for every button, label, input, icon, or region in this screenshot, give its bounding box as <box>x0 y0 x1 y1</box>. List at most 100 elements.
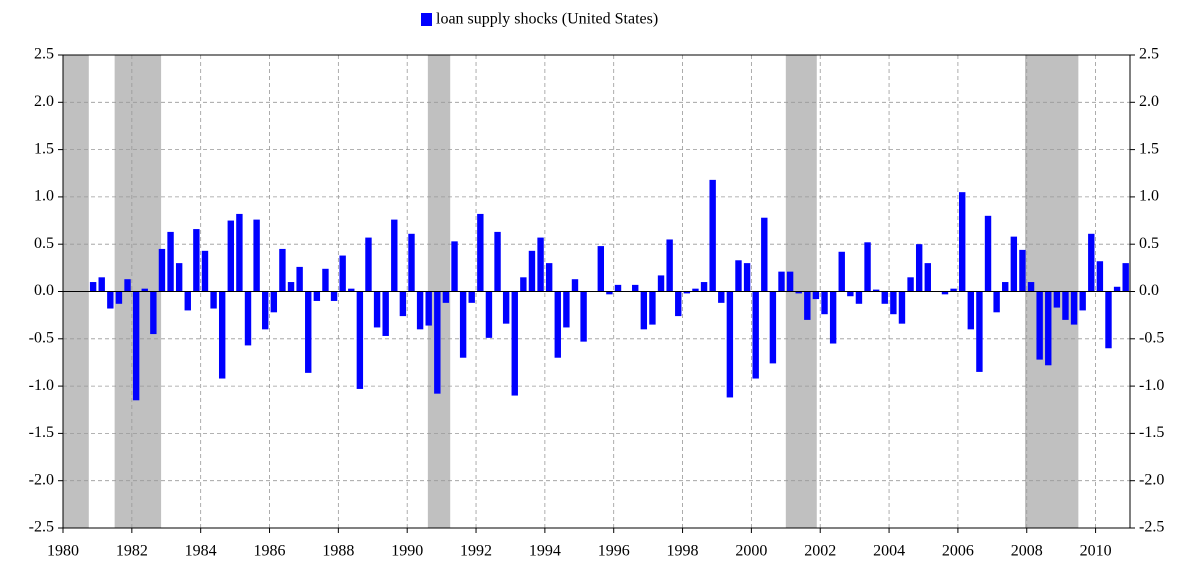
bar <box>950 288 957 292</box>
x-tick-label: 2006 <box>942 543 974 560</box>
bar <box>193 229 200 292</box>
y-tick-label: -1.5 <box>29 424 54 441</box>
bar <box>795 291 802 294</box>
bar <box>468 291 475 303</box>
x-tick-label: 1994 <box>529 543 561 560</box>
x-tick-label: 2010 <box>1080 543 1112 560</box>
bar <box>1088 233 1095 292</box>
y2-tick-label: -1.0 <box>1139 377 1164 394</box>
bar <box>391 219 398 292</box>
bar <box>984 215 992 292</box>
bar <box>537 237 544 292</box>
bar <box>692 288 699 292</box>
bar <box>924 263 931 292</box>
bar <box>554 291 561 358</box>
bar <box>115 291 123 304</box>
bar <box>666 239 673 292</box>
bar <box>881 291 888 304</box>
bar <box>408 233 415 292</box>
bar <box>442 291 450 303</box>
x-tick-label: 1982 <box>116 543 148 560</box>
bar <box>434 291 441 394</box>
bar <box>1019 249 1026 292</box>
bar <box>175 263 183 292</box>
bar <box>606 291 613 295</box>
y-tick-label: 0.5 <box>34 235 54 252</box>
bar <box>941 291 949 295</box>
bar <box>872 289 880 292</box>
bar <box>494 231 501 292</box>
bar <box>1053 291 1061 308</box>
bar <box>1036 291 1043 360</box>
bar <box>158 248 166 292</box>
bar <box>1045 291 1052 366</box>
bar <box>778 271 785 292</box>
bar <box>330 291 338 301</box>
bar <box>296 266 303 292</box>
y2-tick-label: 1.5 <box>1139 140 1159 157</box>
bar <box>769 291 777 364</box>
bar <box>356 291 364 389</box>
bar <box>1105 291 1112 349</box>
bar <box>847 291 854 297</box>
x-tick-label: 2004 <box>873 543 905 560</box>
x-tick-label: 2002 <box>804 543 836 560</box>
x-tick-label: 1984 <box>185 543 217 560</box>
bar <box>821 291 828 315</box>
bar <box>812 291 820 300</box>
bar <box>236 213 243 292</box>
x-tick-label: 1990 <box>391 543 423 560</box>
bar <box>1027 282 1035 292</box>
bar <box>253 219 260 292</box>
bar <box>993 291 1000 313</box>
bar <box>855 291 863 304</box>
bar <box>124 279 131 292</box>
y-tick-label: 1.0 <box>34 188 54 205</box>
bar <box>270 291 278 313</box>
bar <box>451 241 458 292</box>
x-tick-label: 2008 <box>1011 543 1043 560</box>
bar <box>502 291 510 324</box>
bar <box>838 251 845 292</box>
bar <box>1002 282 1009 292</box>
bar <box>485 291 493 338</box>
bar <box>262 291 269 330</box>
bar <box>735 260 742 292</box>
bar <box>279 248 286 292</box>
bar <box>348 288 355 292</box>
bar <box>287 282 295 292</box>
bar <box>339 255 346 292</box>
bar <box>520 277 527 292</box>
bar <box>1096 261 1104 292</box>
bar <box>313 291 321 301</box>
y2-tick-label: -2.5 <box>1139 519 1164 536</box>
x-tick-label: 1980 <box>47 543 79 560</box>
bar <box>743 263 751 292</box>
bar <box>571 279 579 292</box>
bar <box>399 291 407 317</box>
bar <box>657 275 665 292</box>
bar <box>89 282 97 292</box>
bar <box>700 282 708 292</box>
bar <box>365 237 372 292</box>
bar <box>425 291 432 326</box>
legend-label: loan supply shocks (United States) <box>436 11 658 28</box>
x-tick-label: 1988 <box>322 543 354 560</box>
bar <box>829 291 837 344</box>
y-tick-label: 1.5 <box>34 140 54 157</box>
x-tick-label: 1986 <box>254 543 286 560</box>
bar <box>167 231 174 292</box>
bar <box>580 291 587 342</box>
bar <box>752 291 759 379</box>
bar <box>373 291 381 328</box>
bar <box>98 277 105 292</box>
bar <box>898 291 906 324</box>
y-tick-label: 0.0 <box>34 282 54 299</box>
bar <box>218 291 226 379</box>
bar <box>649 291 656 325</box>
bar <box>322 268 329 292</box>
bar <box>1070 291 1078 325</box>
y2-tick-label: -1.5 <box>1139 424 1164 441</box>
bar <box>227 220 234 292</box>
bar <box>141 288 148 292</box>
